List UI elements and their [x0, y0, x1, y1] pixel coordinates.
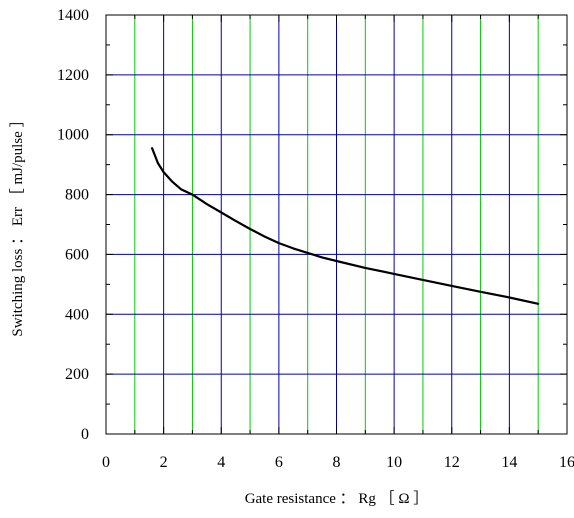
- y-tick-label: 800: [65, 187, 89, 204]
- y-tick-label: 200: [65, 366, 89, 383]
- x-tick-label: 16: [559, 454, 574, 471]
- x-tick-label: 2: [160, 454, 168, 471]
- x-tick-label: 10: [386, 454, 402, 471]
- x-tick-label: 0: [102, 454, 110, 471]
- y-axis-title: Switching loss ： Err ［ mJ/pulse ］: [9, 112, 26, 336]
- y-tick-label: 600: [65, 246, 89, 263]
- y-tick-label: 1400: [57, 7, 89, 24]
- x-tick-label: 12: [444, 454, 460, 471]
- x-tick-label: 4: [217, 454, 225, 471]
- grid: [106, 15, 567, 434]
- tick-labels: 0 2 4 6 8 10 12 14 16 0 200 400 600 800 1000 1200 1400: [57, 7, 574, 471]
- y-tick-label: 1000: [57, 127, 89, 144]
- series-line: [151, 147, 540, 305]
- y-tick-label: 0: [81, 426, 89, 443]
- x-tick-label: 14: [501, 454, 517, 471]
- y-tick-label: 1200: [57, 67, 89, 84]
- y-tick-label: 400: [65, 306, 89, 323]
- x-tick-label: 6: [275, 454, 283, 471]
- x-tick-label: 8: [333, 454, 341, 471]
- series-layer: [151, 147, 540, 305]
- x-axis-title: Gate resistance ： Rg ［ Ω ］: [245, 490, 429, 507]
- ticks: [105, 14, 568, 435]
